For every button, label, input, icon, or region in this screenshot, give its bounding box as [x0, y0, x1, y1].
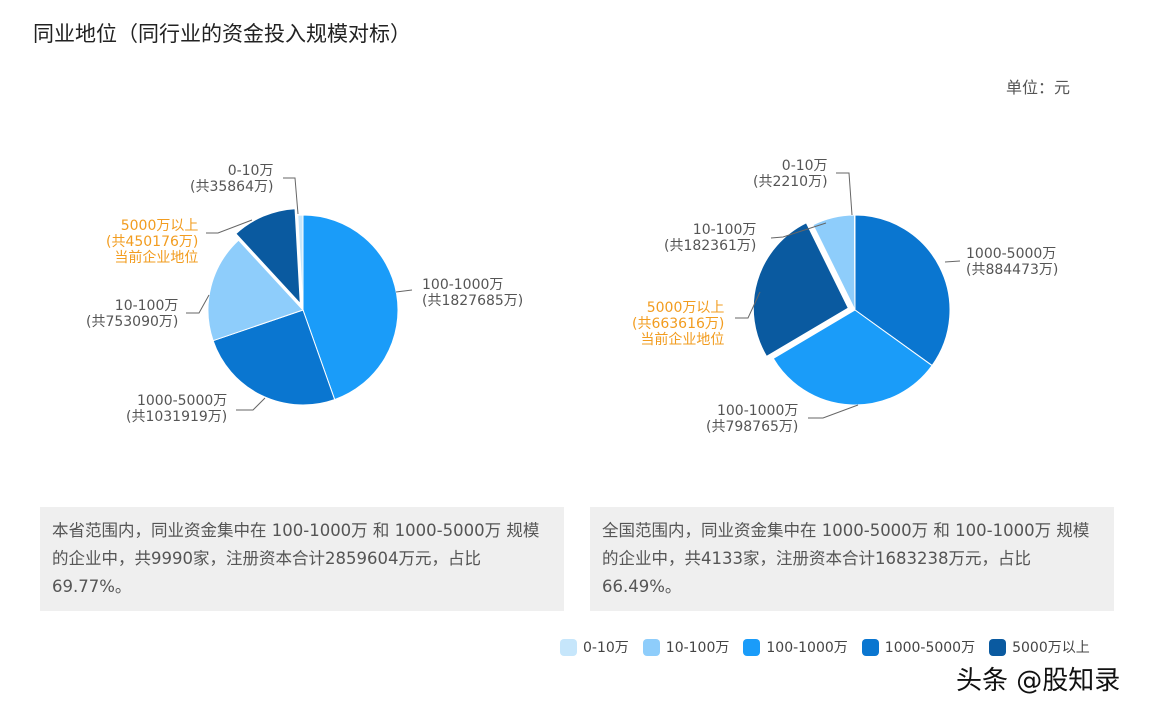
pie-slice-10-100万[interactable] [207, 239, 304, 342]
right-label-0-10: 0-10万 (共2210万) [753, 158, 828, 190]
legend-label: 1000-5000万 [884, 640, 976, 656]
legend-swatch [861, 638, 879, 656]
pie-slice-1000-5000万[interactable] [212, 309, 336, 406]
legend-label: 0-10万 [583, 640, 629, 656]
national-summary: 全国范围内，同业资金集中在 1000-5000万 和 100-1000万 规模的… [590, 507, 1114, 611]
province-pie [207, 208, 399, 406]
left-label-10-100: 10-100万 (共753090万) [86, 298, 179, 330]
pie-slice-100-1000万[interactable] [302, 214, 399, 401]
pie-slice-5000万以上[interactable] [235, 208, 301, 305]
legend-swatch [642, 638, 660, 656]
legend-item[interactable]: 10-100万 [642, 637, 730, 657]
legend: 0-10万 10-100万 100-1000万 1000-5000万 5000万… [560, 637, 1090, 657]
page-title: 同业地位（同行业的资金投入规模对标） [33, 22, 411, 46]
pie-slice-0-10万[interactable] [297, 214, 304, 311]
legend-item[interactable]: 100-1000万 [743, 637, 848, 657]
province-summary: 本省范围内，同业资金集中在 100-1000万 和 1000-5000万 规模的… [40, 507, 564, 611]
legend-swatch [743, 638, 761, 656]
right-label-10-100: 10-100万 (共182361万) [664, 222, 757, 254]
pie-slice-0-10万[interactable] [853, 214, 856, 311]
left-label-5000-plus: 5000万以上 (共450176万) 当前企业地位 [106, 218, 199, 266]
national-pie [752, 214, 951, 406]
left-label-0-10: 0-10万 (共35864万) [190, 163, 274, 195]
legend-label: 10-100万 [665, 640, 730, 656]
legend-item[interactable]: 1000-5000万 [861, 637, 976, 657]
leader-lines [186, 172, 961, 419]
legend-swatch [989, 638, 1007, 656]
legend-item[interactable]: 0-10万 [560, 637, 629, 657]
left-label-100-1000: 100-1000万 (共1827685万) [422, 277, 524, 309]
legend-label: 5000万以上 [1012, 640, 1090, 656]
unit-label: 单位：元 [1006, 78, 1071, 97]
left-label-1000-5000: 1000-5000万 (共1031919万) [126, 393, 228, 425]
legend-item[interactable]: 5000万以上 [989, 637, 1090, 657]
pie-slice-1000-5000万[interactable] [854, 214, 951, 367]
watermark: 头条 @股知录 [956, 666, 1121, 696]
legend-swatch [560, 638, 577, 656]
right-label-5000-plus: 5000万以上 (共663616万) 当前企业地位 [632, 300, 725, 348]
right-label-100-1000: 100-1000万 (共798765万) [706, 403, 799, 435]
pie-slice-100-1000万[interactable] [772, 309, 933, 406]
right-label-1000-5000: 1000-5000万 (共884473万) [966, 246, 1059, 278]
legend-label: 100-1000万 [766, 640, 848, 656]
pie-slice-5000万以上[interactable] [752, 222, 849, 358]
pie-charts [186, 172, 961, 419]
